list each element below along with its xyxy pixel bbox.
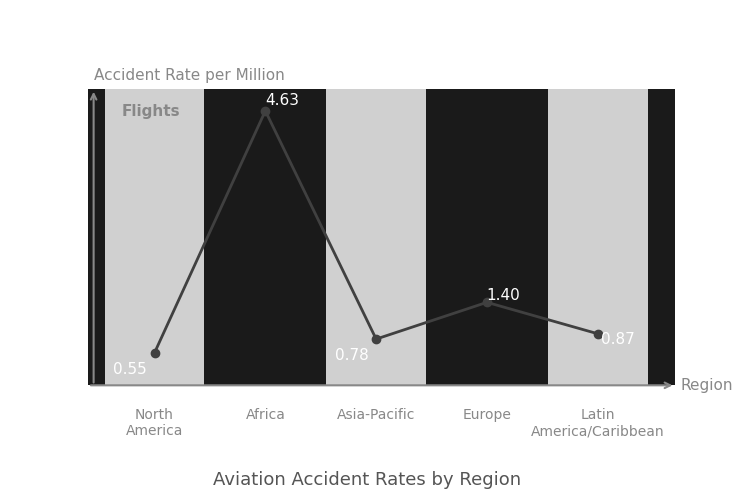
Text: 0.55: 0.55 — [113, 362, 147, 377]
Text: Latin
America/Caribbean: Latin America/Caribbean — [531, 408, 664, 438]
Text: Africa: Africa — [245, 408, 286, 422]
Text: North
America: North America — [126, 408, 184, 438]
Text: 0.87: 0.87 — [601, 332, 634, 347]
Text: 4.63: 4.63 — [265, 93, 299, 108]
Text: Flights: Flights — [121, 104, 180, 119]
Text: 1.40: 1.40 — [487, 288, 520, 303]
Bar — [327, 89, 426, 385]
Text: Aviation Accident Rates by Region: Aviation Accident Rates by Region — [213, 471, 521, 489]
Text: Asia-Pacific: Asia-Pacific — [337, 408, 415, 422]
Bar — [105, 89, 204, 385]
Text: Europe: Europe — [462, 408, 512, 422]
Text: Accident Rate per Million: Accident Rate per Million — [94, 68, 284, 83]
Text: 0.78: 0.78 — [335, 348, 368, 363]
Bar — [548, 89, 647, 385]
Text: Region: Region — [681, 378, 733, 393]
